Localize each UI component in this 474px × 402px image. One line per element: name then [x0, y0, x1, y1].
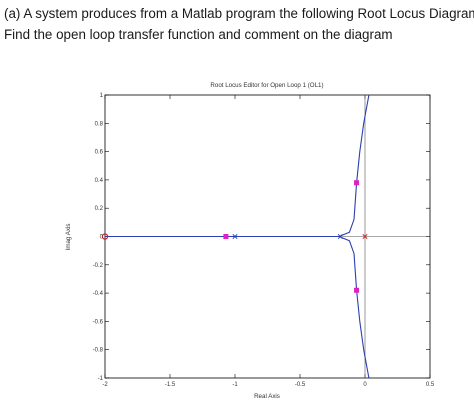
chart-title: Root Locus Editor for Open Loop 1 (OL1)	[210, 82, 323, 89]
x-tick-label: 0	[363, 382, 367, 388]
closed-loop-pole	[354, 287, 360, 293]
y-tick-label: -0.2	[93, 263, 104, 269]
closed-loop-pole	[354, 180, 360, 186]
x-tick-label: -1.5	[165, 382, 176, 388]
y-tick-label: 1	[100, 93, 104, 99]
open-loop-pole	[362, 233, 368, 240]
open-loop-zero	[101, 233, 109, 240]
question-line-2: Find the open loop transfer function and…	[4, 27, 393, 42]
x-tick-label: 0.5	[426, 382, 435, 388]
x-tick-label: -0.5	[295, 382, 306, 388]
locus-branch-2	[338, 94, 370, 238]
y-tick-label: 0.2	[95, 206, 104, 212]
y-axis-label: Imag Axis	[65, 224, 72, 251]
y-tick-label: -1	[98, 376, 104, 382]
y-tick-label: -0.6	[93, 319, 104, 325]
y-tick-label: 0.4	[95, 178, 104, 184]
x-tick-label: -1	[232, 382, 238, 388]
y-tick-label: -0.8	[93, 348, 104, 354]
y-tick-label: 0.6	[95, 150, 104, 156]
y-tick-label: 0	[100, 235, 104, 241]
open-loop-pole	[232, 233, 238, 240]
question-line-1: (a) A system produces from a Matlab prog…	[4, 6, 474, 21]
x-tick-label: -2	[102, 382, 108, 388]
closed-loop-pole	[223, 234, 229, 239]
locus-branch-3	[338, 235, 370, 379]
y-tick-label: 0.8	[95, 121, 104, 127]
y-tick-label: -0.4	[93, 291, 104, 297]
locus-markers	[101, 180, 368, 293]
x-axis-label: Real Axis	[254, 393, 280, 400]
locus-branches	[105, 94, 370, 379]
open-loop-pole	[337, 233, 343, 240]
axis-ticks: -2 -1.5 -1 -0.5 0 0.5 -1 -0.8 -0.6 -0.4 -0.2 0 0.2 0.…	[93, 93, 435, 388]
